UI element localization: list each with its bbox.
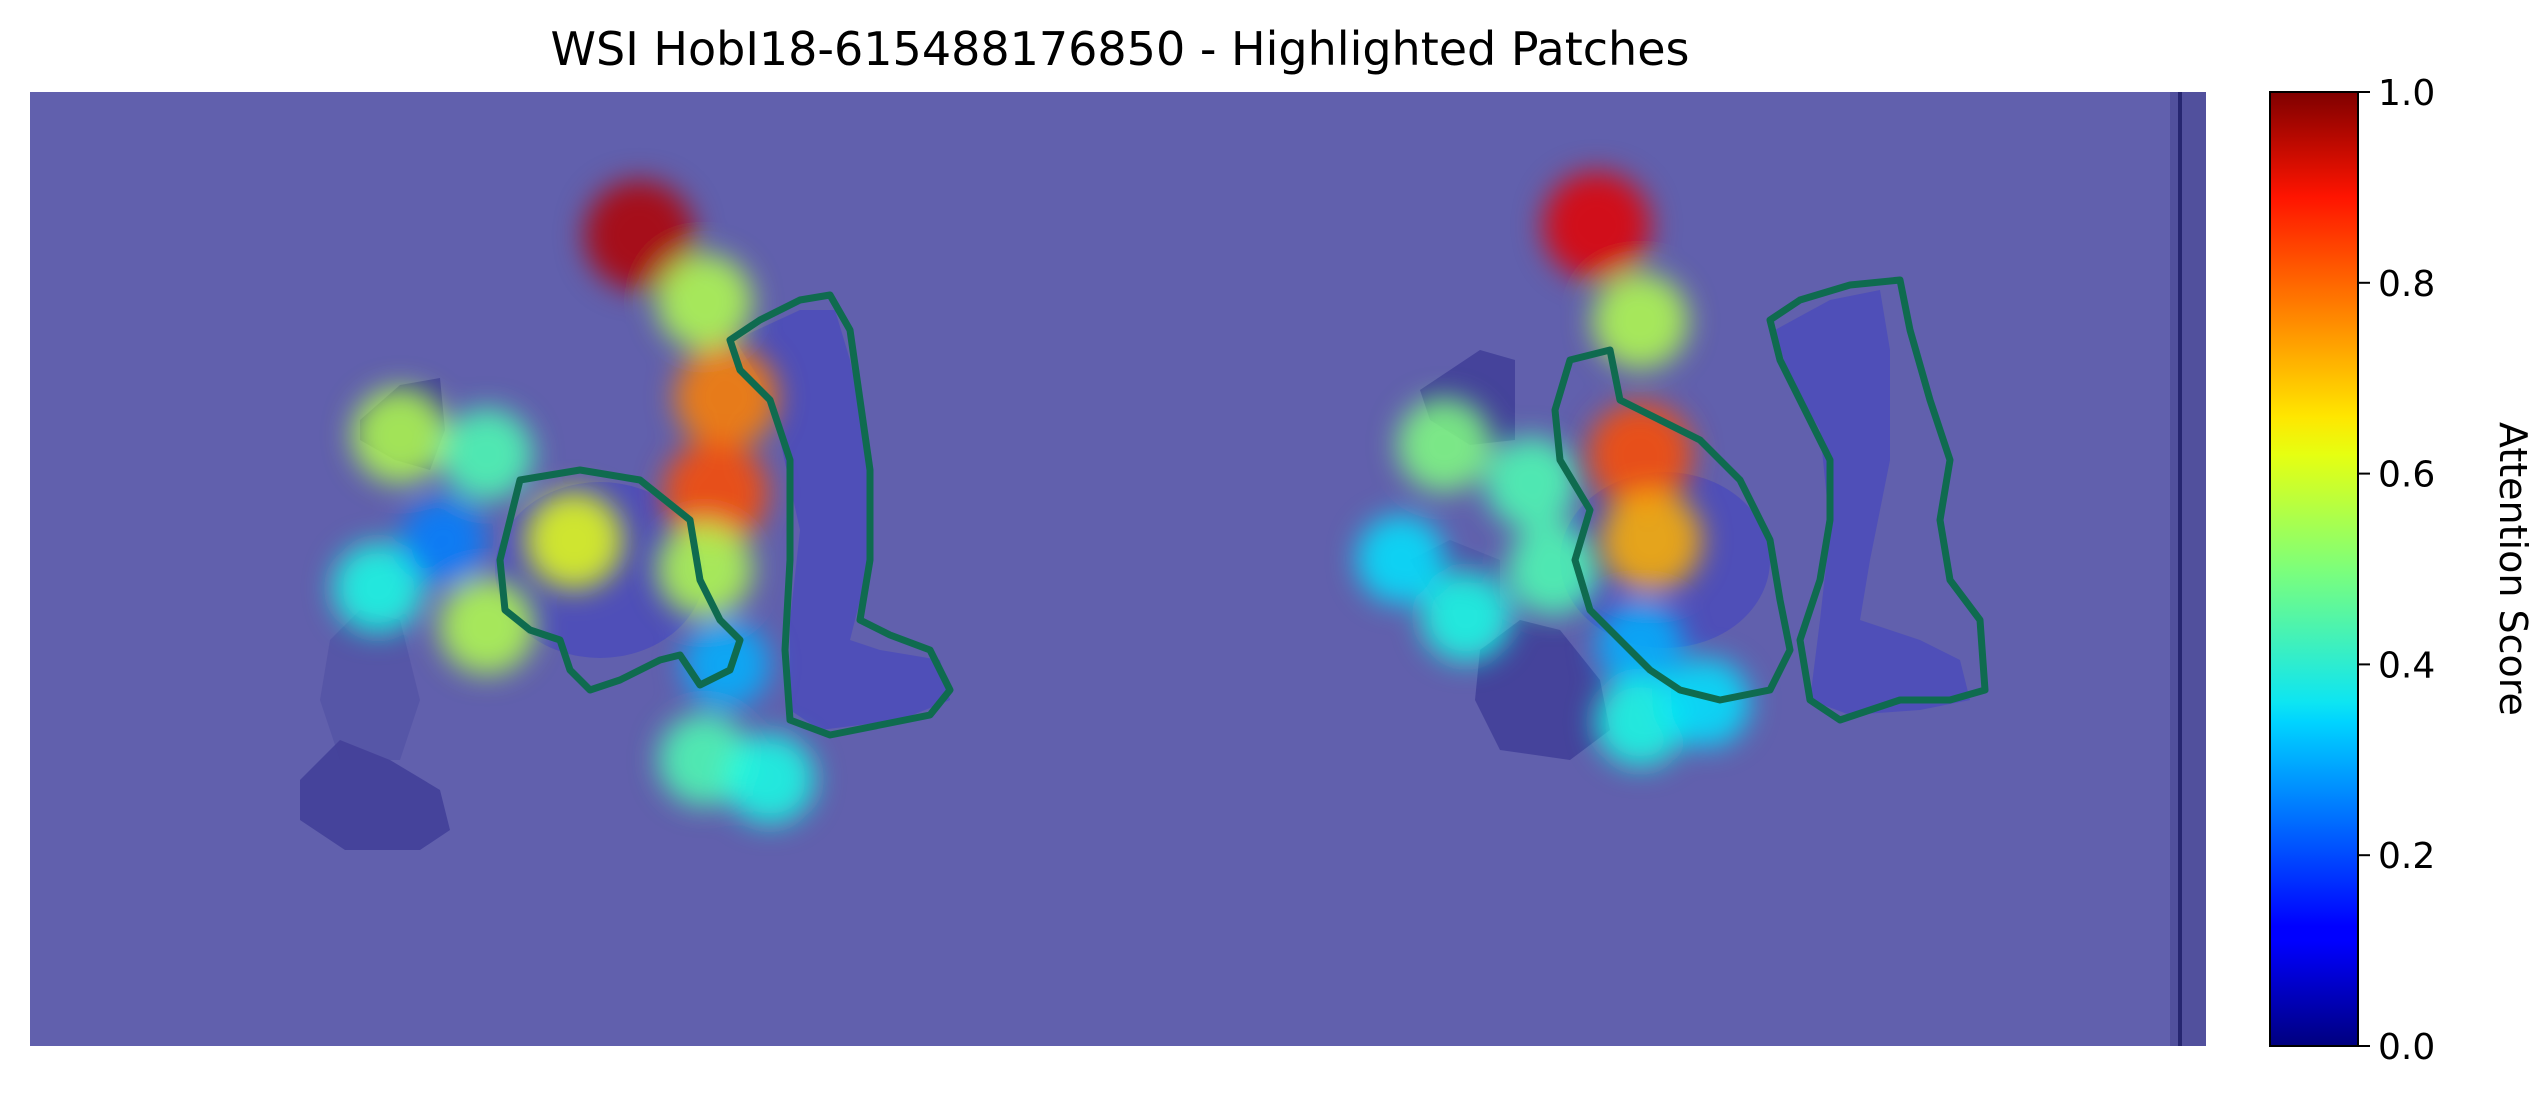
colorbar-tick-label: 0.0 (2378, 1027, 2435, 1068)
attention-patch (1587, 402, 1693, 507)
colorbar-tick-label: 0.6 (2378, 455, 2435, 496)
attention-patch (584, 180, 695, 291)
attention-patch (1542, 171, 1651, 280)
attention-patch (1420, 571, 1512, 662)
attention-patch (656, 253, 753, 350)
attention-patch (332, 542, 424, 634)
colorbar-gradient (2269, 91, 2359, 1047)
attention-patch (1596, 601, 1684, 689)
attention-heat-layer (332, 171, 1750, 825)
attention-patch (1356, 515, 1446, 604)
attention-patch (1600, 489, 1702, 591)
faint-tissue (300, 350, 1610, 850)
slide-panel (30, 92, 2206, 1046)
colorbar-tick-label: 0.2 (2378, 836, 2435, 877)
attention-region-right-round-section (1356, 397, 1600, 662)
chart-title: WSI HobI18-615488176850 - Highlighted Pa… (550, 22, 1690, 76)
attention-patch (1485, 437, 1578, 530)
attention-patch (656, 521, 753, 617)
colorbar-ticks: 0.0 0.2 0.4 0.6 0.8 1.0 (2358, 73, 2435, 1068)
colorbar-label: Attention Score (2491, 422, 2535, 716)
attention-patch (400, 497, 486, 583)
slide-edge-shadow (2170, 92, 2206, 1046)
colorbar-tick-label: 0.4 (2378, 645, 2435, 686)
attention-region-right-strip-section (1542, 171, 1750, 767)
attention-patch (525, 491, 623, 590)
colorbar-tick-label: 0.8 (2378, 264, 2435, 305)
attention-patch (682, 621, 770, 708)
attention-patch (440, 408, 534, 501)
tissue-contours (496, 276, 1989, 739)
attention-patch (674, 345, 778, 449)
attention-patch (1661, 658, 1750, 747)
attention-region-left-round-section (332, 387, 623, 675)
attention-patch (1397, 397, 1492, 492)
attention-patch (439, 578, 535, 675)
attention-patch (1592, 273, 1689, 369)
attention-patch (724, 733, 816, 825)
attention-region-left-strip-section (584, 180, 816, 825)
colorbar: 0.0 0.2 0.4 0.6 0.8 1.0 Attention Score (2269, 73, 2535, 1068)
attention-patch (352, 387, 448, 484)
colorbar-tick-label: 1.0 (2378, 73, 2435, 114)
